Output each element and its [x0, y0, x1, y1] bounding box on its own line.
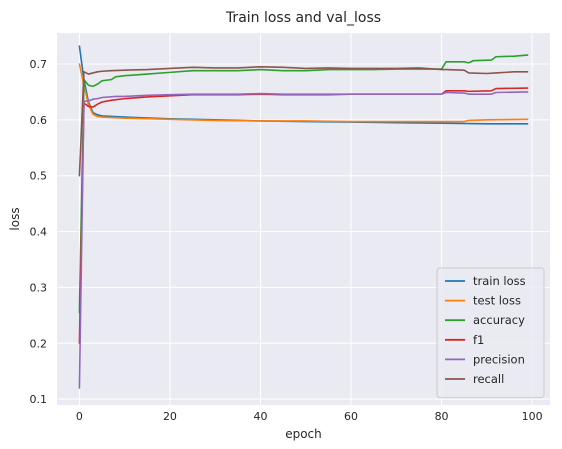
legend-label-test-loss: test loss [473, 294, 521, 308]
legend-label-precision: precision [473, 352, 525, 366]
y-tick-label: 0.2 [30, 337, 48, 350]
y-axis-label: loss [8, 207, 22, 230]
y-tick-label: 0.7 [30, 58, 48, 71]
series-line-recall [78, 65, 529, 177]
series-line-accuracy [78, 54, 529, 314]
y-tick-label: 0.1 [30, 393, 48, 406]
y-tick-label: 0.5 [30, 170, 48, 183]
x-tick-label: 40 [253, 410, 267, 423]
y-tick-label: 0.4 [30, 226, 48, 239]
legend: train loss test loss accuracy f1 precision re… [436, 267, 545, 399]
x-tick-label: 0 [76, 410, 83, 423]
x-axis-label: epoch [285, 427, 322, 441]
x-tick-label: 60 [344, 410, 358, 423]
chart-title: Train loss and val_loss [225, 10, 381, 26]
legend-label-train-loss: train loss [473, 274, 526, 288]
x-tick-label: 100 [522, 410, 543, 423]
series-layer [78, 45, 529, 389]
x-tick-label: 80 [435, 410, 449, 423]
legend-label-f1: f1 [473, 333, 484, 347]
y-tick-label: 0.3 [30, 281, 48, 294]
y-tick-label: 0.6 [30, 114, 48, 127]
series-line-precision [78, 91, 529, 389]
tick-labels: 0 20 40 60 80 100 0.1 0.2 0.3 0.4 0.5 0.6 0.7 [30, 58, 543, 423]
series-line-test-loss [78, 63, 529, 123]
legend-label-accuracy: accuracy [473, 313, 525, 327]
x-tick-label: 20 [163, 410, 177, 423]
legend-label-recall: recall [473, 372, 504, 386]
